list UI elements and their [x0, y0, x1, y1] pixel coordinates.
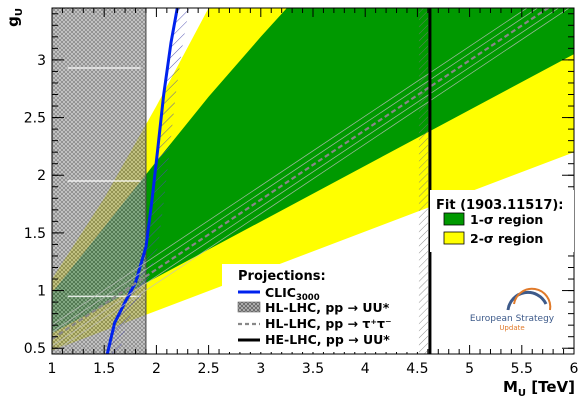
y-tick-label: 3	[37, 53, 46, 69]
x-tick-label: 3	[256, 361, 265, 377]
legend-he-lhc-label: HE-LHC, pp → UU*	[265, 332, 390, 347]
x-tick-label: 4	[361, 361, 370, 377]
y-tick-label: 2	[37, 168, 46, 184]
clic-exclusion-hatch	[107, 8, 190, 354]
x-tick-label: 5.5	[511, 361, 533, 377]
fit-legend-label-1sigma: 1-σ region	[470, 212, 543, 227]
legend-clic-label: CLIC3000	[265, 285, 320, 303]
y-axis-title: gU	[4, 8, 25, 27]
y-tick-label: 1.5	[24, 226, 46, 242]
legend-hl-lhc-uu-swatch	[237, 301, 261, 313]
tautau-band-line-0	[52, 8, 528, 326]
plot-area	[52, 8, 574, 354]
x-tick-label: 5	[465, 361, 474, 377]
fit-legend-title: Fit (1903.11517):	[436, 198, 564, 213]
tautau-band-line-2	[52, 8, 560, 347]
logo-arc-blue	[506, 290, 548, 311]
logo-title: European Strategy	[470, 314, 555, 324]
y-tick-label: 0.5	[24, 341, 46, 357]
logo-arc-orange	[513, 287, 552, 311]
x-tick-label: 3.5	[302, 361, 324, 377]
y-tick-label: 2.5	[24, 111, 46, 127]
x-axis: 1 1.5 2 2.5 3 3.5 4 4.5 5 5.5 6	[48, 8, 579, 377]
tautau-band-line-3	[52, 8, 570, 354]
legend-hl-lhc-uu-label: HL-LHC, pp → UU*	[265, 300, 390, 315]
european-strategy-logo: European Strategy Update	[470, 287, 555, 332]
fit-legend-swatch-1sigma	[443, 212, 465, 226]
tautau-band-line-1	[52, 8, 539, 333]
he-lhc-exclusion-hatch	[418, 8, 428, 354]
fit-legend: Fit (1903.11517): 1-σ region 2-σ region	[430, 190, 574, 252]
x-axis-title: MU [TeV]	[503, 378, 575, 399]
fit-legend-label-2sigma: 2-σ region	[470, 231, 543, 246]
fit-legend-swatch-2sigma	[443, 231, 465, 245]
projection-legend-title: Projections:	[238, 269, 326, 284]
x-tick-label: 2	[152, 361, 161, 377]
clic3000-line	[105, 8, 179, 354]
projection-legend: Projections: CLIC3000 HL-LHC, pp → UU* H…	[222, 264, 418, 352]
x-tick-label: 6	[570, 361, 579, 377]
x-tick-label: 4.5	[406, 361, 428, 377]
x-tick-label: 1	[48, 361, 57, 377]
x-tick-label: 1.5	[93, 361, 115, 377]
x-tick-label: 2.5	[197, 361, 219, 377]
legend-hl-lhc-tautau-label: HL-LHC, pp → τ⁺τ⁻	[265, 316, 392, 331]
logo-subtitle: Update	[499, 324, 524, 332]
y-tick-label: 1	[37, 284, 46, 300]
hl-lhc-tautau-line	[52, 8, 551, 340]
